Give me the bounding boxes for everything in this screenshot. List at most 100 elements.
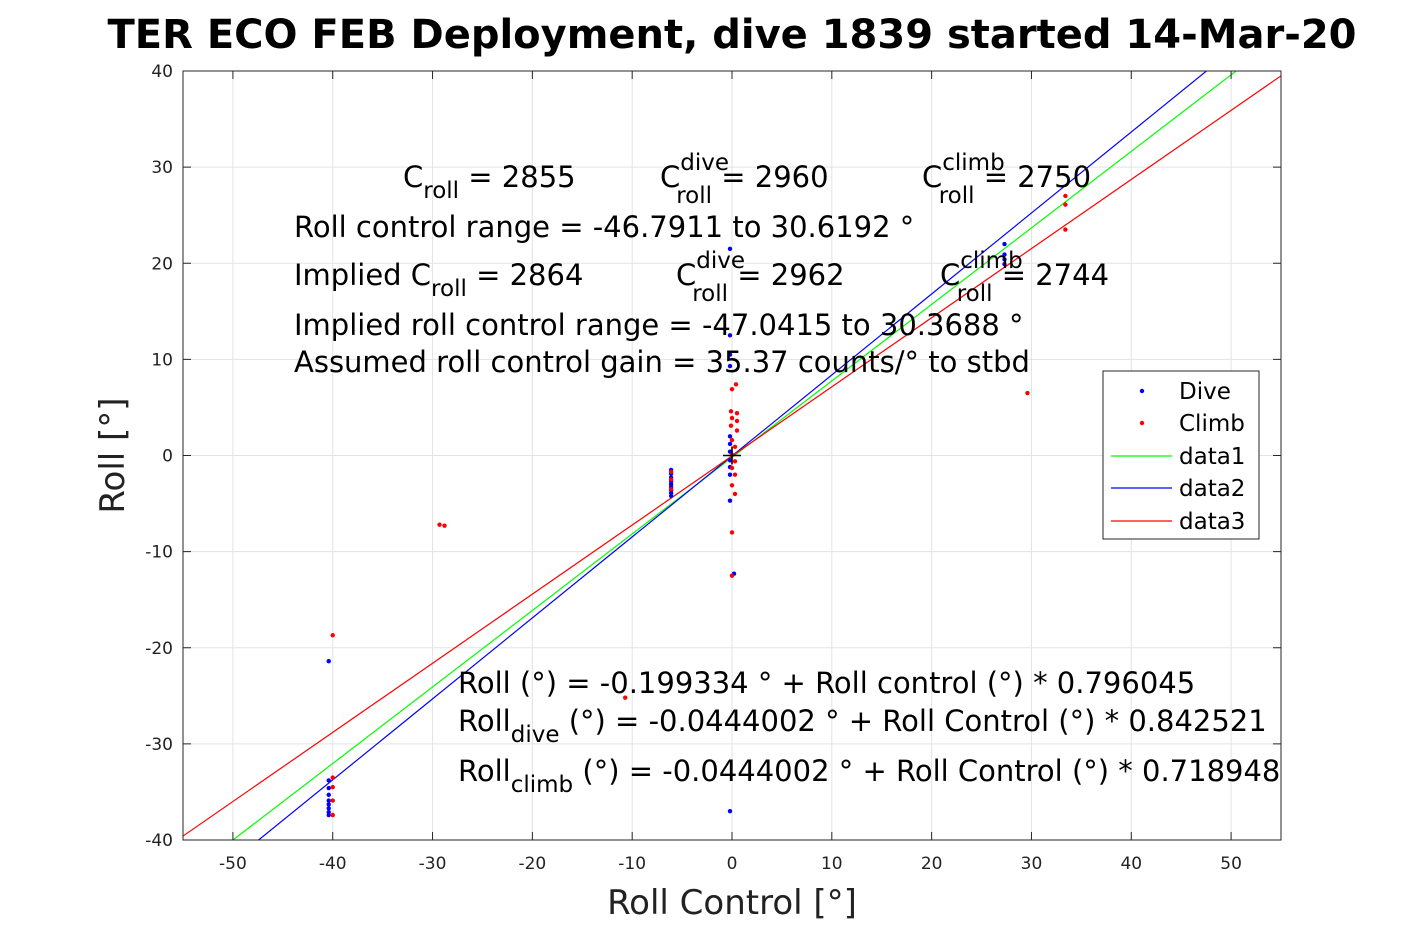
data-point-climb (734, 411, 740, 416)
data-point-climb (732, 472, 738, 477)
y-axis-label: Roll [°] (93, 397, 133, 513)
annotation-implied-c-roll: Implied Croll​ = 2864 (294, 258, 583, 302)
data-point-climb (732, 459, 738, 464)
x-tick-label: -10 (618, 854, 646, 874)
legend-label-climb: Climb (1179, 411, 1245, 437)
data-point-dive (727, 363, 733, 369)
y-tick-label: 10 (151, 350, 173, 370)
x-tick-label: -30 (419, 854, 447, 874)
data-point-climb (330, 784, 335, 790)
y-tick-label: 20 (151, 254, 173, 274)
data-point-dive (727, 333, 733, 338)
x-tick-label: 30 (1021, 854, 1043, 874)
data-point-dive (326, 802, 331, 807)
legend: Dive Climb data1 data2 data3 (1102, 370, 1260, 540)
x-tick-label: -50 (219, 854, 247, 874)
data-point-climb (728, 409, 734, 414)
data-point-climb (729, 530, 735, 535)
data-point-climb (734, 418, 740, 424)
data-point-climb (729, 386, 735, 392)
data-point-climb (668, 486, 674, 492)
data-point-dive (326, 792, 331, 798)
data-point-climb (1025, 390, 1030, 396)
annotation-implied-range: Implied roll control range = -47.0415 to… (294, 308, 1024, 342)
data-point-dive (326, 778, 331, 783)
data-point-dive (727, 434, 733, 439)
x-tick-label: -40 (319, 854, 347, 874)
legend-box (1102, 370, 1260, 540)
data-point-climb (732, 444, 738, 450)
data-point-dive (326, 806, 331, 811)
data-point-dive (1002, 257, 1007, 262)
data-point-dive (727, 352, 733, 357)
x-tick-label: 20 (921, 854, 943, 874)
data-point-climb (729, 465, 735, 471)
data-point-dive (326, 798, 331, 803)
x-tick-label: 50 (1220, 854, 1242, 874)
x-tick-label: 0 (727, 854, 738, 874)
y-tick-label: -10 (145, 543, 173, 563)
annotation-gain: Assumed roll control gain = 35.37 counts… (294, 345, 1030, 379)
data-point-climb (1063, 227, 1068, 232)
chart-title: TER ECO FEB Deployment, dive 1839 starte… (107, 12, 1356, 58)
legend-label-data2: data2 (1179, 476, 1245, 502)
data-point-dive (727, 441, 733, 447)
data-point-climb (734, 428, 740, 433)
data-point-dive (1002, 252, 1007, 257)
data-point-dive (727, 472, 733, 477)
annotation-c-roll: Croll​ = 2855 (403, 160, 576, 204)
x-tick-label: 40 (1120, 854, 1142, 874)
data-point-climb (330, 775, 335, 780)
data-point-dive (1002, 241, 1007, 247)
legend-marker-climb (1139, 420, 1145, 426)
y-tick-label: -20 (145, 639, 173, 659)
data-point-climb (1063, 202, 1068, 207)
data-point-dive (727, 808, 733, 814)
data-point-dive (326, 659, 331, 664)
data-point-climb (729, 573, 735, 578)
annotation-roll-control-range: Roll control range = -46.7911 to 30.6192… (294, 210, 914, 244)
x-axis-label: Roll Control [°] (607, 883, 857, 923)
y-tick-label: -30 (145, 735, 173, 755)
data-layer (183, 71, 1281, 840)
legend-label-data3: data3 (1179, 509, 1245, 535)
legend-marker-dive (1139, 388, 1145, 394)
data-point-climb (729, 483, 735, 488)
data-point-climb (1063, 193, 1068, 199)
data-point-climb (330, 633, 335, 638)
data-point-climb (622, 695, 628, 700)
data-point-climb (729, 415, 735, 421)
data-point-climb (442, 523, 447, 528)
data-point-dive (1002, 262, 1007, 267)
annotation-fit-dive: Rolldive​ (°) = -0.0444002 ° + Roll Cont… (458, 704, 1267, 748)
data-point-climb (668, 469, 674, 475)
legend-label-data1: data1 (1179, 444, 1245, 470)
data-point-climb (728, 423, 734, 428)
y-tick-label: 30 (151, 158, 173, 178)
y-tick-label: -40 (145, 831, 173, 851)
data-point-dive (727, 246, 733, 252)
data-point-climb (330, 798, 335, 803)
y-tick-label: 40 (151, 62, 173, 82)
annotation-fit: Roll (°) = -0.199334 ° + Roll control (°… (458, 666, 1195, 700)
data-point-climb (437, 522, 442, 527)
data-point-dive (727, 498, 733, 503)
y-tick-label: 0 (162, 447, 173, 467)
x-tick-label: 10 (821, 854, 843, 874)
data-point-dive (727, 458, 733, 463)
data-point-climb (732, 491, 738, 497)
data-point-dive (326, 812, 331, 818)
data-point-dive (668, 493, 674, 499)
data-point-climb (729, 437, 735, 443)
data-point-climb (733, 382, 739, 387)
data-point-climb (668, 477, 674, 482)
data-point-dive (326, 785, 331, 791)
legend-label-dive: Dive (1179, 379, 1231, 405)
annotation-fit-climb: Rollclimb​ (°) = -0.0444002 ° + Roll Con… (458, 754, 1280, 798)
x-tick-label: -20 (518, 854, 546, 874)
